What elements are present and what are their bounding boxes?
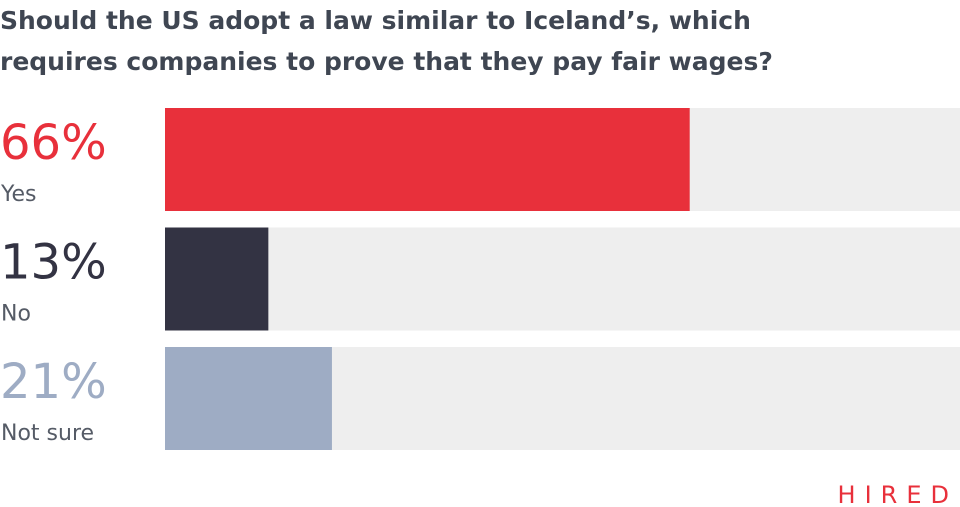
category-label: No (1, 302, 31, 327)
bar (165, 227, 269, 331)
bar (165, 108, 690, 211)
value-label: 13% (0, 235, 107, 291)
category-label: Yes (0, 182, 37, 207)
value-label: 66% (0, 115, 107, 171)
bar (165, 347, 332, 450)
brand-logo: HIRED (838, 481, 958, 507)
value-label: 21% (0, 354, 107, 410)
category-label: Not sure (1, 421, 94, 446)
bar-track (165, 227, 960, 331)
chart-title: Should the US adopt a law similar to Ice… (0, 6, 773, 76)
